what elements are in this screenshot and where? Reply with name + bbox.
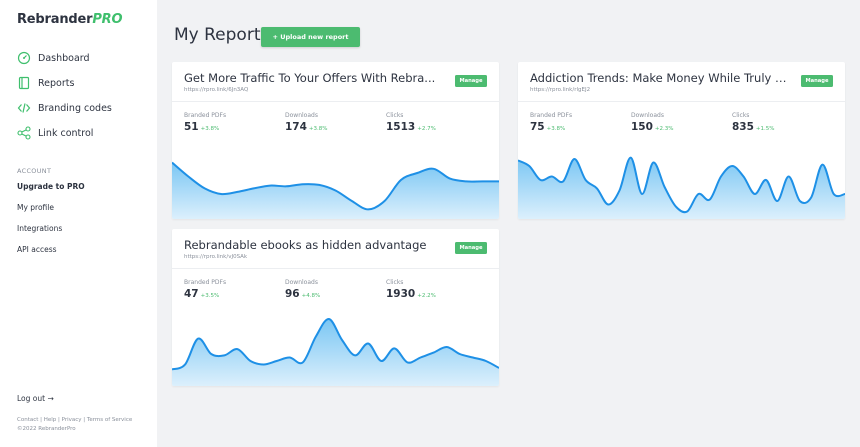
copyright-text: ©2022 RebranderPro bbox=[17, 426, 76, 432]
sidebar-item-label: Link control bbox=[38, 127, 94, 139]
sparkline-line bbox=[172, 318, 499, 371]
manage-button[interactable]: Manage bbox=[455, 242, 487, 254]
stat-value: 174 +3.8% bbox=[285, 121, 328, 133]
stat-number: 47 bbox=[184, 288, 199, 300]
footer-links[interactable]: Contact | Help | Privacy | Terms of Serv… bbox=[17, 417, 133, 423]
stat-value: 47 +3.5% bbox=[184, 288, 226, 300]
stat-label: Clicks bbox=[386, 112, 404, 119]
my-profile-link[interactable]: My profile bbox=[17, 203, 54, 212]
stat-number: 1930 bbox=[386, 288, 416, 300]
stat-label: Downloads bbox=[285, 279, 318, 286]
sparkline-area bbox=[518, 157, 845, 219]
stat-branded-pdfs: Branded PDFs 47 +3.5% bbox=[184, 279, 226, 300]
api-access-link[interactable]: API access bbox=[17, 245, 57, 254]
upgrade-pro-link[interactable]: Upgrade to PRO bbox=[17, 182, 85, 191]
report-link[interactable]: https://rpro.link/vJ0SAk bbox=[184, 254, 248, 260]
sparkline-chart bbox=[172, 161, 499, 219]
stat-downloads: Downloads 96 +4.8% bbox=[285, 279, 320, 300]
share-icon bbox=[17, 126, 31, 140]
code-icon bbox=[17, 101, 31, 115]
stat-label: Clicks bbox=[732, 112, 750, 119]
stat-number: 835 bbox=[732, 121, 754, 133]
stat-delta: +2.2% bbox=[417, 293, 436, 299]
report-title[interactable]: Get More Traffic To Your Offers With Reb… bbox=[184, 71, 436, 85]
brand-name-pro: PRO bbox=[92, 12, 123, 27]
stat-label: Branded PDFs bbox=[184, 279, 227, 286]
stat-downloads: Downloads 174 +3.8% bbox=[285, 112, 328, 133]
sidebar-item-reports[interactable]: Reports bbox=[17, 74, 74, 92]
report-card: Rebrandable ebooks as hidden advantage h… bbox=[172, 229, 499, 386]
sidebar-item-label: Dashboard bbox=[38, 52, 90, 64]
page-title: My Reports bbox=[174, 25, 270, 45]
manage-button[interactable]: Manage bbox=[801, 75, 833, 87]
account-section-label: ACCOUNT bbox=[17, 167, 52, 175]
stat-branded-pdfs: Branded PDFs 75 +3.8% bbox=[530, 112, 572, 133]
stat-value: 1513 +2.7% bbox=[386, 121, 436, 133]
book-icon bbox=[17, 76, 31, 90]
stat-delta: +3.5% bbox=[200, 293, 220, 299]
stat-label: Downloads bbox=[285, 112, 318, 119]
stat-delta: +2.7% bbox=[417, 126, 436, 132]
logout-link[interactable]: Log out → bbox=[17, 394, 54, 403]
stat-value: 75 +3.8% bbox=[530, 121, 572, 133]
stat-delta: +4.8% bbox=[301, 293, 321, 299]
integrations-link[interactable]: Integrations bbox=[17, 224, 63, 233]
stat-value: 835 +1.5% bbox=[732, 121, 775, 133]
stat-branded-pdfs: Branded PDFs 51 +3.8% bbox=[184, 112, 226, 133]
report-link[interactable]: https://rpro.link/rlgEJ2 bbox=[530, 87, 591, 93]
stat-label: Branded PDFs bbox=[184, 112, 227, 119]
stat-label: Branded PDFs bbox=[530, 112, 573, 119]
report-link[interactable]: https://rpro.link/6Jn3AQ bbox=[184, 87, 249, 93]
stat-clicks: Clicks 1930 +2.2% bbox=[386, 279, 436, 300]
stat-value: 1930 +2.2% bbox=[386, 288, 436, 300]
sidebar-item-dashboard[interactable]: Dashboard bbox=[17, 49, 90, 67]
sidebar-item-label: Branding codes bbox=[38, 102, 112, 114]
sidebar-item-link-control[interactable]: Link control bbox=[17, 124, 93, 142]
stat-number: 96 bbox=[285, 288, 300, 300]
report-title[interactable]: Addiction Trends: Make Money While Truly… bbox=[530, 71, 792, 85]
sidebar-item-label: Reports bbox=[38, 77, 75, 89]
sparkline-line bbox=[518, 156, 845, 214]
manage-button[interactable]: Manage bbox=[455, 75, 487, 87]
report-card: Get More Traffic To Your Offers With Reb… bbox=[172, 62, 499, 219]
upload-report-button[interactable]: + Upload new report bbox=[261, 27, 360, 47]
divider bbox=[172, 101, 499, 102]
stat-label: Clicks bbox=[386, 279, 404, 286]
stat-delta: +3.8% bbox=[200, 126, 220, 132]
sparkline-chart bbox=[518, 156, 845, 219]
stat-delta: +2.3% bbox=[654, 126, 674, 132]
report-title[interactable]: Rebrandable ebooks as hidden advantage bbox=[184, 238, 427, 252]
stat-value: 51 +3.8% bbox=[184, 121, 226, 133]
sidebar-item-branding-codes[interactable]: Branding codes bbox=[17, 99, 112, 117]
sidebar: RebranderPRO Dashboard Reports Branding … bbox=[0, 0, 157, 447]
sparkline-area bbox=[172, 318, 499, 386]
stat-number: 51 bbox=[184, 121, 199, 133]
brand-logo[interactable]: RebranderPRO bbox=[17, 12, 123, 27]
stat-delta: +3.8% bbox=[308, 126, 328, 132]
report-card: Addiction Trends: Make Money While Truly… bbox=[518, 62, 845, 219]
stat-number: 75 bbox=[530, 121, 545, 133]
sparkline-line bbox=[172, 161, 499, 211]
stat-number: 150 bbox=[631, 121, 653, 133]
sparkline-chart bbox=[172, 318, 499, 386]
stat-clicks: Clicks 1513 +2.7% bbox=[386, 112, 436, 133]
stat-number: 1513 bbox=[386, 121, 416, 133]
stat-downloads: Downloads 150 +2.3% bbox=[631, 112, 674, 133]
divider bbox=[518, 101, 845, 102]
stat-value: 150 +2.3% bbox=[631, 121, 674, 133]
dashboard-icon bbox=[17, 51, 31, 65]
stat-clicks: Clicks 835 +1.5% bbox=[732, 112, 775, 133]
divider bbox=[172, 268, 499, 269]
stat-label: Downloads bbox=[631, 112, 664, 119]
stat-value: 96 +4.8% bbox=[285, 288, 320, 300]
stat-delta: +1.5% bbox=[755, 126, 775, 132]
stat-delta: +3.8% bbox=[546, 126, 566, 132]
stat-number: 174 bbox=[285, 121, 307, 133]
brand-name: Rebrander bbox=[17, 12, 93, 27]
